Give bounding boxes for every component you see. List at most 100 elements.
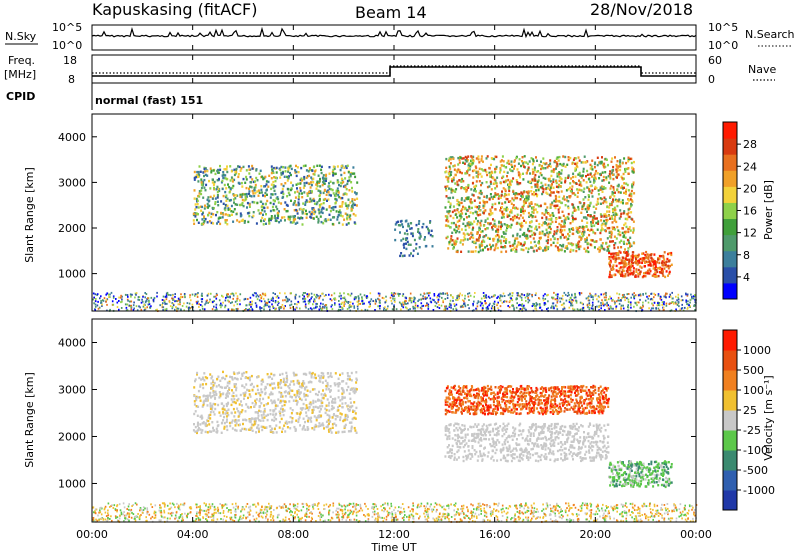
echo-cell [426, 297, 428, 299]
echo-cell [471, 207, 473, 209]
echo-cell [557, 226, 559, 228]
echo-cell [619, 241, 621, 243]
echo-cell [601, 224, 603, 226]
echo-cell [507, 305, 509, 307]
echo-cell [193, 213, 195, 215]
echo-cell [118, 309, 120, 311]
echo-cell [302, 298, 304, 300]
echo-cell [231, 170, 233, 172]
echo-cell [456, 230, 458, 232]
echo-cell [203, 372, 205, 374]
echo-cell [472, 212, 474, 214]
echo-cell [563, 223, 565, 225]
power-plot-frame [92, 114, 696, 311]
echo-cell [479, 209, 481, 211]
echo-cell [505, 224, 507, 226]
echo-cell [476, 172, 478, 174]
echo-cell [133, 304, 135, 306]
echo-cell [203, 187, 205, 189]
echo-cell [467, 233, 469, 235]
echo-cell [312, 170, 314, 172]
echo-cell [299, 187, 301, 189]
echo-cell [517, 168, 519, 170]
echo-cell [653, 263, 655, 265]
echo-cell [648, 272, 650, 274]
echo-cell [198, 303, 200, 305]
echo-cell [318, 190, 320, 192]
echo-cell [482, 169, 484, 171]
echo-cell [494, 226, 496, 228]
echo-cell [421, 308, 423, 310]
echo-cell [187, 302, 189, 304]
echo-cell [328, 376, 330, 378]
echo-cell [196, 198, 198, 200]
echo-cell [548, 184, 550, 186]
echo-cell [347, 293, 349, 295]
echo-cell [655, 307, 657, 309]
echo-cell [475, 190, 477, 192]
echo-cell [375, 299, 377, 301]
echo-cell [195, 293, 197, 295]
echo-cell [328, 191, 330, 193]
echo-cell [633, 306, 635, 308]
echo-cell [560, 177, 562, 179]
echo-cell [596, 217, 598, 219]
echo-cell [219, 223, 221, 225]
echo-cell [622, 257, 624, 259]
echo-cell [337, 187, 339, 189]
echo-cell [279, 374, 281, 376]
echo-cell [602, 202, 604, 204]
echo-cell [309, 216, 311, 218]
colorbar-tick-label: 8 [743, 249, 750, 262]
echo-cell [550, 223, 552, 225]
echo-cell [561, 249, 563, 251]
echo-cell [354, 298, 356, 300]
echo-cell [422, 295, 424, 297]
echo-cell [520, 214, 522, 216]
echo-cell [450, 202, 452, 204]
colorbar-segment [723, 138, 737, 155]
echo-cell [127, 294, 129, 296]
echo-cell [562, 155, 564, 157]
echo-cell [594, 241, 596, 243]
echo-cell [529, 202, 531, 204]
echo-cell [652, 304, 654, 306]
echo-cell [603, 165, 605, 167]
echo-cell [216, 308, 218, 310]
echo-cell [240, 167, 242, 169]
echo-cell [580, 245, 582, 247]
echo-cell [501, 190, 503, 192]
echo-cell [194, 177, 196, 179]
echo-cell [332, 223, 334, 225]
echo-cell [292, 184, 294, 186]
echo-cell [478, 227, 480, 229]
echo-cell [494, 187, 496, 189]
echo-cell [200, 193, 202, 195]
echo-cell [685, 293, 687, 295]
echo-cell [669, 271, 671, 273]
echo-cell [622, 232, 624, 234]
echo-cell [529, 160, 531, 162]
echo-cell [410, 293, 412, 295]
freq-tick-bottom: 8 [68, 73, 75, 86]
echo-cell [518, 217, 520, 219]
echo-cell [101, 304, 103, 306]
echo-cell [456, 181, 458, 183]
echo-cell [645, 256, 647, 258]
echo-cell [536, 220, 538, 222]
echo-cell [668, 267, 670, 269]
echo-cell [255, 177, 257, 179]
echo-cell [439, 296, 441, 298]
echo-cell [133, 302, 135, 304]
echo-cell [337, 194, 339, 196]
echo-cell [570, 297, 572, 299]
echo-cell [215, 296, 217, 298]
echo-cell [638, 302, 640, 304]
echo-cell [542, 297, 544, 299]
echo-cell [490, 248, 492, 250]
echo-cell [566, 248, 568, 250]
echo-cell [454, 174, 456, 176]
echo-cell [346, 207, 348, 209]
echo-cell [628, 199, 630, 201]
echo-cell [630, 203, 632, 205]
